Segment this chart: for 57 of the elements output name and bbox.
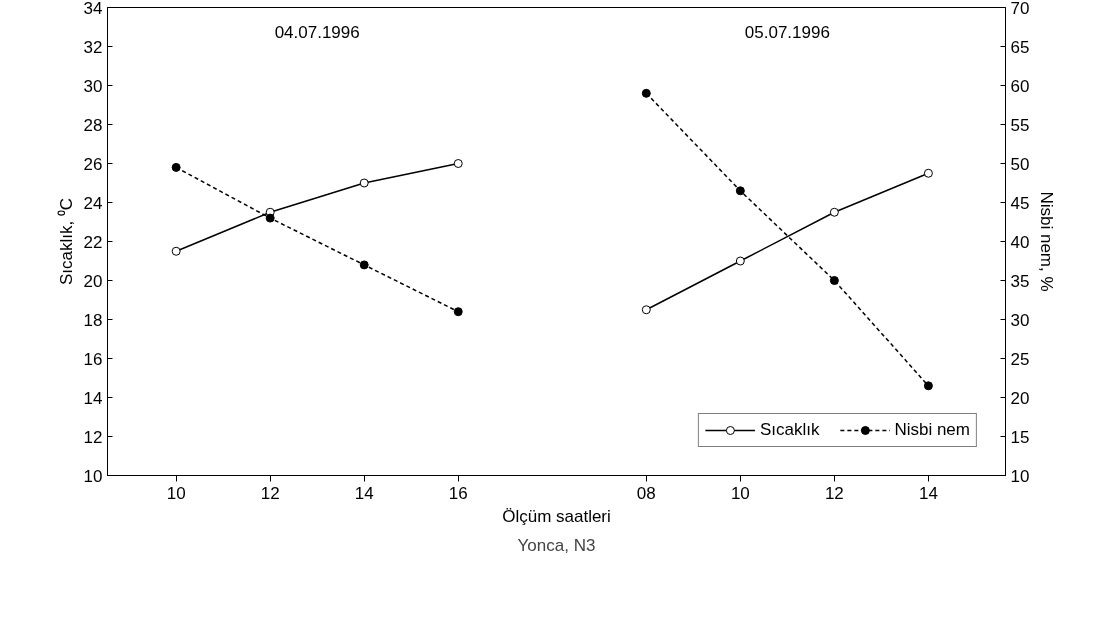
y2-tick-label: 70 [1010, 0, 1030, 18]
y-tick-label: 24 [83, 193, 103, 213]
y-tick-label: 34 [83, 0, 103, 18]
x-tick-label: 12 [260, 483, 280, 503]
point [829, 207, 839, 217]
y2-tick-label: 40 [1010, 232, 1030, 252]
y2-tick-label: 25 [1010, 349, 1030, 369]
point [453, 307, 463, 317]
point [923, 168, 933, 178]
x-tick-label: 10 [166, 483, 186, 503]
x-tick-label: 14 [354, 483, 374, 503]
y-tick-label: 16 [83, 349, 103, 369]
x-tick-label: 12 [824, 483, 844, 503]
point [641, 88, 651, 98]
point [171, 162, 181, 172]
y-tick-label: 22 [83, 232, 103, 252]
point [735, 186, 745, 196]
y2-tick-label: 50 [1010, 154, 1030, 174]
legend-label: Nisbi nem [894, 420, 970, 440]
point [265, 213, 275, 223]
y-tick-label: 30 [83, 76, 103, 96]
y2-axis-title: Nisbi nem, % [1037, 191, 1057, 292]
y-tick-label: 20 [83, 271, 103, 291]
point [829, 276, 839, 285]
annotation: 05.07.1996 [744, 22, 830, 42]
y2-tick-label: 55 [1010, 115, 1030, 135]
point [923, 381, 933, 391]
x-tick-label: 08 [636, 483, 656, 503]
x-axis-title: Ölçüm saatleri [502, 506, 611, 526]
y-tick-label: 18 [83, 310, 103, 330]
annotation: 04.07.1996 [274, 22, 360, 42]
y2-tick-label: 30 [1010, 310, 1030, 330]
y2-tick-label: 20 [1010, 388, 1030, 408]
y2-tick-label: 45 [1010, 193, 1030, 213]
y-axis-title: Sıcaklık, ⁰C [56, 197, 76, 286]
y2-tick-label: 35 [1010, 271, 1030, 291]
y2-tick-label: 10 [1010, 466, 1030, 486]
text: Yonca, N3 [517, 535, 596, 555]
x-tick-label: 16 [448, 483, 468, 503]
y-tick-label: 32 [83, 37, 103, 57]
x-tick-label: 14 [918, 483, 938, 503]
y2-tick-label: 60 [1010, 76, 1030, 96]
y-tick-label: 12 [83, 427, 103, 447]
point [641, 305, 651, 315]
y-tick-label: 26 [83, 154, 103, 174]
point [359, 260, 369, 270]
y2-tick-label: 65 [1010, 37, 1030, 57]
x-tick-label: 10 [730, 483, 750, 503]
point [453, 159, 463, 168]
point [359, 178, 369, 188]
y-tick-label: 14 [83, 388, 103, 408]
legend-label: Sıcaklık [759, 420, 820, 440]
y-tick-label: 28 [83, 115, 103, 135]
point [171, 246, 181, 256]
y2-tick-label: 15 [1010, 427, 1030, 447]
y-tick-label: 10 [83, 466, 103, 486]
point [735, 256, 745, 266]
